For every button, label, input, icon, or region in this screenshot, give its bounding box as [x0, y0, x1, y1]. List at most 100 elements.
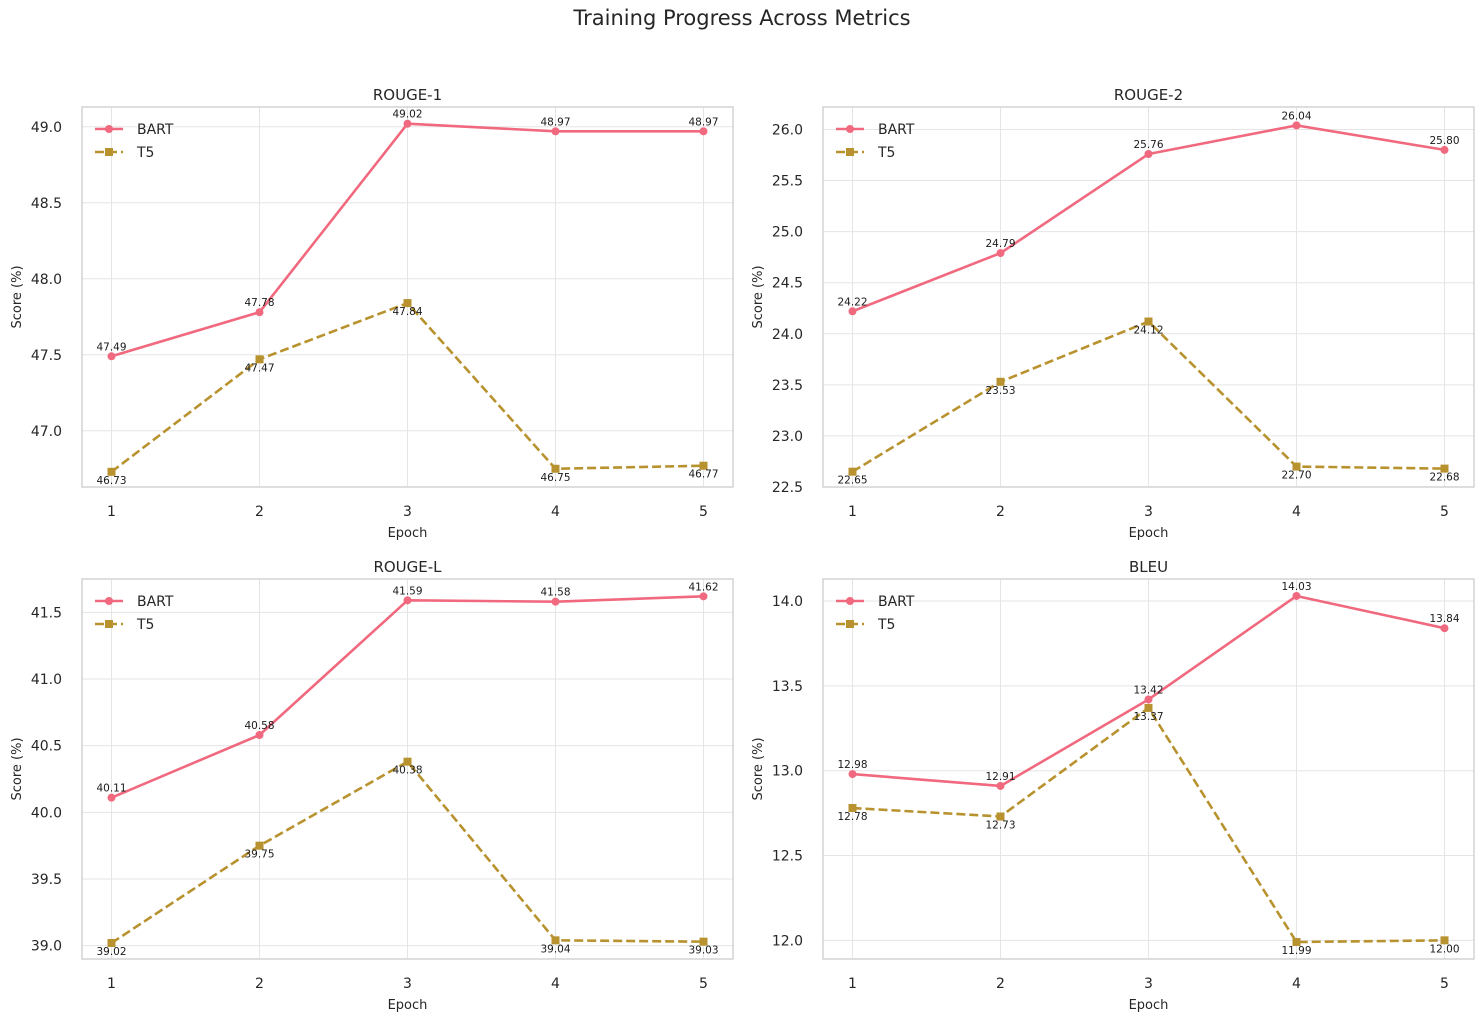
data-point-marker — [699, 937, 708, 946]
x-tick-label: 2 — [996, 976, 1005, 992]
y-tick-label: 25.5 — [772, 174, 803, 190]
series-t5: 12.78 12.73 13.37 11.99 12.00 — [837, 703, 1460, 957]
data-label: 41.59 — [392, 585, 422, 597]
data-point-marker — [255, 841, 264, 850]
data-label: 48.97 — [688, 116, 718, 128]
data-label: 41.58 — [540, 587, 570, 599]
data-label: 47.84 — [392, 306, 422, 318]
data-label: 41.62 — [688, 581, 718, 593]
legend-label: BART — [878, 594, 915, 610]
series-bart: 24.22 24.79 25.76 26.04 25.80 — [837, 110, 1460, 316]
plot-frame — [81, 578, 734, 960]
legend-marker — [105, 620, 113, 628]
x-tick-label: 1 — [848, 504, 857, 520]
data-label: 22.65 — [837, 475, 867, 487]
x-tick-label: 5 — [1440, 504, 1449, 520]
data-label: 39.75 — [244, 849, 274, 861]
panel-title: ROUGE-L — [373, 558, 442, 576]
data-point-marker — [107, 793, 116, 802]
legend: BART T5 — [836, 594, 915, 633]
y-tick-label: 23.0 — [772, 429, 803, 445]
series-bart: 12.98 12.91 13.42 14.03 13.84 — [837, 581, 1460, 790]
legend-label: T5 — [136, 617, 154, 633]
y-tick-label: 48.0 — [31, 272, 62, 288]
data-label: 12.98 — [837, 759, 867, 771]
legend: BART T5 — [95, 122, 174, 161]
data-point-marker — [1440, 936, 1449, 945]
chart-panel-rouge-1: ROUGE-1 1 2 3 4 5 47.0 47.5 48.0 48.5 49.0 Epoch Sco… — [10, 86, 734, 541]
data-label: 23.53 — [985, 385, 1015, 397]
data-label: 22.68 — [1429, 472, 1459, 484]
x-tick-label: 5 — [699, 504, 708, 520]
y-tick-label: 49.0 — [31, 120, 62, 136]
chart-panel-bleu: BLEU 1 2 3 4 5 12.0 12.5 13.0 13.5 14.0 Epoch Score … — [751, 558, 1475, 1013]
legend-label: BART — [137, 122, 174, 138]
data-label: 13.42 — [1133, 684, 1163, 696]
data-point-marker — [1292, 938, 1301, 947]
data-label: 46.73 — [96, 475, 126, 487]
y-tick-label: 24.5 — [772, 276, 803, 292]
x-tick-label: 4 — [551, 976, 560, 992]
data-label: 26.04 — [1281, 110, 1311, 122]
y-tick-label: 12.5 — [772, 849, 803, 865]
y-axis-label: Score (%) — [10, 265, 25, 328]
series-bart: 40.11 40.58 41.59 41.58 41.62 — [96, 581, 719, 802]
x-tick-label: 2 — [255, 504, 264, 520]
y-tick-label: 12.0 — [772, 933, 803, 949]
data-point-marker — [255, 355, 264, 364]
plot-frame — [822, 106, 1475, 488]
data-label: 46.77 — [688, 469, 718, 481]
legend-marker — [846, 597, 854, 605]
y-tick-label: 41.0 — [31, 672, 62, 688]
data-point-marker — [996, 812, 1005, 821]
data-point-marker — [699, 592, 708, 601]
data-label: 40.58 — [244, 720, 274, 732]
y-tick-label: 23.5 — [772, 378, 803, 394]
y-axis-label: Score (%) — [751, 737, 766, 800]
data-point-marker — [1144, 317, 1153, 326]
x-tick-label: 3 — [403, 976, 412, 992]
data-label: 11.99 — [1281, 945, 1311, 957]
data-point-marker — [255, 731, 264, 739]
x-tick-label: 3 — [1144, 976, 1153, 992]
series-t5: 39.02 39.75 40.38 39.04 39.03 — [96, 757, 719, 958]
data-point-marker — [1144, 149, 1153, 158]
panel-title: BLEU — [1129, 558, 1168, 576]
data-point-marker — [1144, 695, 1153, 704]
data-point-marker — [1440, 624, 1449, 633]
data-point-marker — [403, 596, 412, 605]
data-label: 46.75 — [540, 472, 570, 484]
y-axis-label: Score (%) — [751, 265, 766, 328]
data-point-marker — [403, 299, 412, 308]
y-tick-label: 14.0 — [772, 594, 803, 610]
legend-marker — [846, 148, 854, 156]
data-point-marker — [848, 307, 857, 316]
data-label: 24.22 — [837, 296, 867, 308]
data-label: 25.76 — [1133, 139, 1163, 151]
data-label: 13.37 — [1133, 711, 1163, 723]
data-label: 47.47 — [244, 362, 274, 374]
data-label: 12.73 — [985, 820, 1015, 832]
x-tick-label: 1 — [107, 504, 116, 520]
data-label: 12.78 — [837, 811, 867, 823]
y-tick-label: 48.5 — [31, 196, 62, 212]
data-point-marker — [1292, 462, 1301, 471]
x-tick-label: 4 — [1292, 504, 1301, 520]
y-tick-label: 41.5 — [31, 605, 62, 621]
legend-label: BART — [137, 594, 174, 610]
y-tick-label: 13.5 — [772, 679, 803, 695]
chart-panel-rouge-l: ROUGE-L 1 2 3 4 5 39.0 39.5 40.0 40.5 41.0 41.5 Epoc… — [10, 558, 734, 1013]
x-axis-label: Epoch — [388, 998, 428, 1013]
data-point-marker — [1440, 145, 1449, 154]
data-point-marker — [551, 597, 560, 606]
x-tick-label: 4 — [1292, 976, 1301, 992]
data-label: 40.38 — [392, 765, 422, 777]
data-point-marker — [551, 127, 560, 136]
panel-title: ROUGE-1 — [373, 86, 442, 104]
data-point-marker — [1440, 464, 1449, 473]
data-label: 25.80 — [1429, 135, 1459, 147]
data-point-marker — [107, 467, 116, 476]
series-bart: 47.49 47.78 49.02 48.97 48.97 — [96, 109, 719, 361]
data-point-marker — [403, 119, 412, 128]
data-point-marker — [699, 461, 708, 470]
